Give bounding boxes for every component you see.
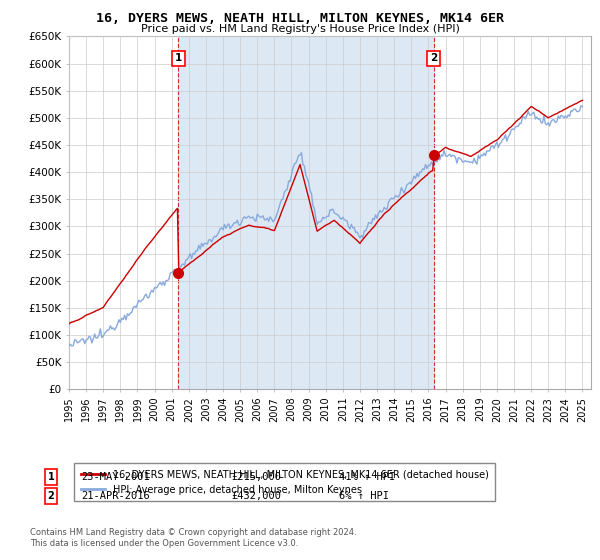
Text: 1: 1 [47, 472, 55, 482]
Text: 6% ↑ HPI: 6% ↑ HPI [339, 491, 389, 501]
Legend: 16, DYERS MEWS, NEATH HILL, MILTON KEYNES, MK14 6ER (detached house), HPI: Avera: 16, DYERS MEWS, NEATH HILL, MILTON KEYNE… [74, 463, 496, 501]
Text: 23-MAY-2001: 23-MAY-2001 [81, 472, 150, 482]
Text: £215,000: £215,000 [231, 472, 281, 482]
Text: 2: 2 [430, 53, 437, 63]
Text: Price paid vs. HM Land Registry's House Price Index (HPI): Price paid vs. HM Land Registry's House … [140, 24, 460, 34]
Text: £432,000: £432,000 [231, 491, 281, 501]
Text: 21-APR-2016: 21-APR-2016 [81, 491, 150, 501]
Text: 16, DYERS MEWS, NEATH HILL, MILTON KEYNES, MK14 6ER: 16, DYERS MEWS, NEATH HILL, MILTON KEYNE… [96, 12, 504, 25]
Text: 41% ↑ HPI: 41% ↑ HPI [339, 472, 395, 482]
Text: 2: 2 [47, 491, 55, 501]
Text: 1: 1 [175, 53, 182, 63]
Bar [178, 36, 434, 389]
Text: Contains HM Land Registry data © Crown copyright and database right 2024.
This d: Contains HM Land Registry data © Crown c… [30, 528, 356, 548]
